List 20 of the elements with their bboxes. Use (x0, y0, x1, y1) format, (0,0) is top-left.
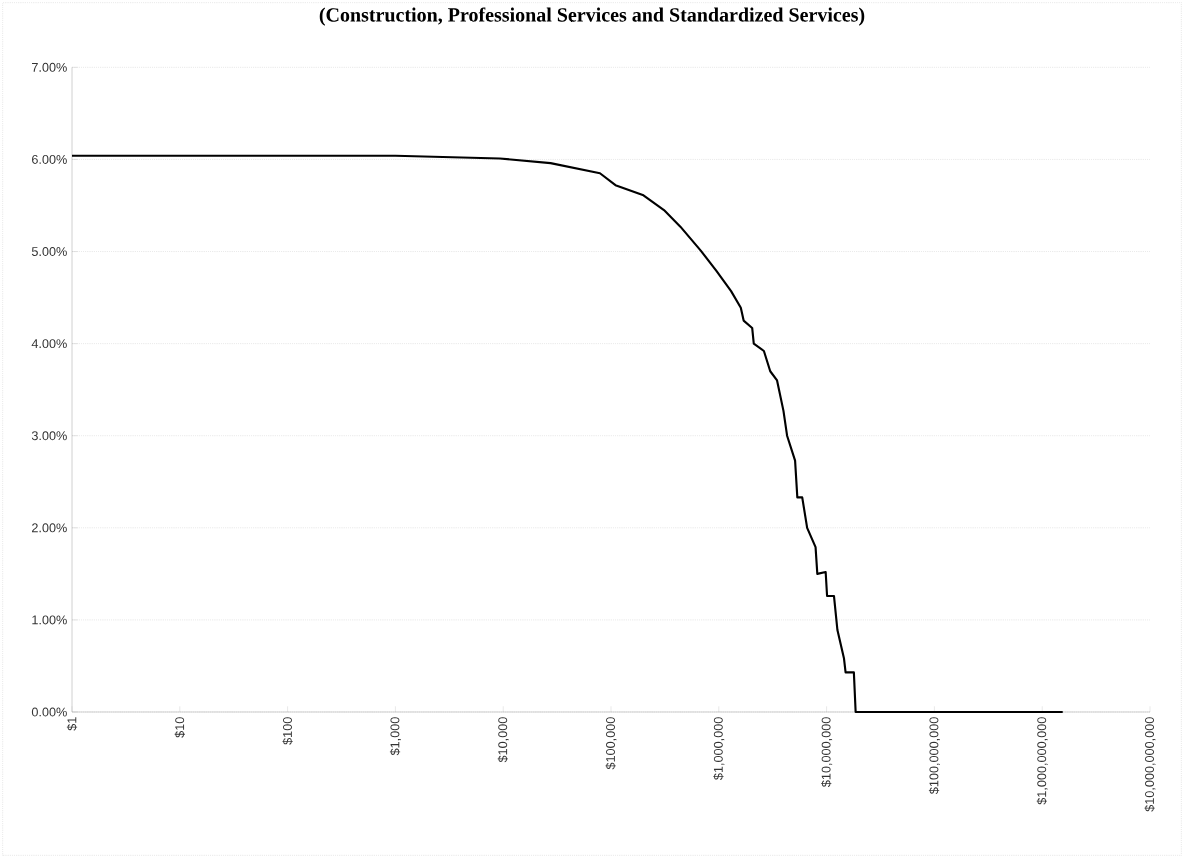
x-tick-label: $1,000,000 (713, 717, 725, 780)
chart-title: (Construction, Professional Services and Standardized Services) (319, 7, 865, 26)
x-tick-label: $10,000,000,000 (1144, 717, 1156, 812)
x-tick-label: $10,000,000 (821, 717, 833, 788)
x-tick-label: $10 (174, 717, 185, 738)
y-tick-label: 7.00% (32, 62, 67, 72)
y-tick-label: 6.00% (32, 154, 67, 164)
x-tick-label: $100,000 (605, 717, 617, 770)
y-tick-label: 0.00% (31, 707, 67, 717)
x-tick-label: $1,000 (389, 717, 401, 756)
y-tick-label: 1.00% (32, 615, 67, 625)
x-tick-label: $10,000 (497, 717, 509, 763)
y-tick-label: 4.00% (31, 339, 67, 349)
x-tick-label: $100 (282, 717, 293, 745)
x-tick-label: $1,000,000,000 (1036, 717, 1048, 805)
x-tick-label: $1 (66, 717, 78, 731)
y-tick-label: 3.00% (31, 431, 67, 441)
y-tick-label: 5.00% (31, 247, 67, 257)
x-tick-label: $100,000,000 (928, 717, 940, 795)
y-tick-label: 2.00% (32, 523, 67, 533)
